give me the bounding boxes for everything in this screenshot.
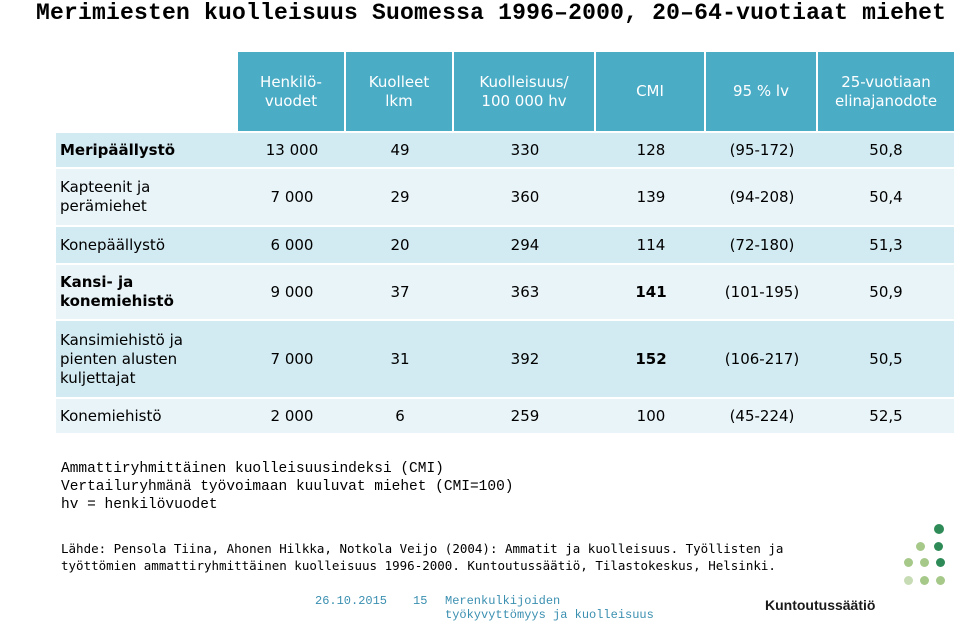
cell-kuolleet: 31 bbox=[346, 319, 454, 397]
logo-dots-icon bbox=[898, 520, 958, 600]
cell-cmi: 141 bbox=[596, 263, 706, 319]
cell-elinajanodote: 50,5 bbox=[818, 319, 954, 397]
cell-cmi: 128 bbox=[596, 131, 706, 167]
cell-cmi: 152 bbox=[596, 319, 706, 397]
header-kuolleisuus: Kuolleisuus/ 100 000 hv bbox=[454, 52, 596, 131]
table-row: Konemiehistö 2 000 6 259 100 (45-224) 52… bbox=[56, 397, 954, 433]
cell-kuolleet: 6 bbox=[346, 397, 454, 433]
cell-luottamusvali: (101-195) bbox=[706, 263, 818, 319]
cell-kuolleet: 20 bbox=[346, 225, 454, 263]
notes-block: Ammattiryhmittäinen kuolleisuusindeksi (… bbox=[61, 460, 513, 514]
header-luottamusvali: 95 % lv bbox=[706, 52, 818, 131]
note-line: Vertailuryhmänä työvoimaan kuuluvat mieh… bbox=[61, 479, 514, 495]
cell-kuolleisuus: 259 bbox=[454, 397, 596, 433]
row-label: Konemiehistö bbox=[56, 397, 238, 433]
cell-kuolleisuus: 294 bbox=[454, 225, 596, 263]
mortality-table: Henkilö- vuodet Kuolleet lkm Kuolleisuus… bbox=[56, 52, 954, 433]
cell-luottamusvali: (95-172) bbox=[706, 131, 818, 167]
cell-elinajanodote: 50,4 bbox=[818, 167, 954, 225]
footer-page-number: 15 bbox=[413, 594, 428, 608]
note-line: Ammattiryhmittäinen kuolleisuusindeksi (… bbox=[61, 461, 444, 477]
cell-luottamusvali: (94-208) bbox=[706, 167, 818, 225]
footer-title-line2: työkyvyttömyys ja kuolleisuus bbox=[445, 608, 654, 622]
cell-kuolleisuus: 392 bbox=[454, 319, 596, 397]
cell-henkilovuodet: 9 000 bbox=[238, 263, 346, 319]
table-row: Kansi- ja konemiehistö 9 000 37 363 141 … bbox=[56, 263, 954, 319]
header-blank-cell bbox=[56, 52, 238, 131]
table-row: Konepäällystö 6 000 20 294 114 (72-180) … bbox=[56, 225, 954, 263]
header-elinajanodote: 25-vuotiaan elinajanodote bbox=[818, 52, 954, 131]
cell-cmi: 114 bbox=[596, 225, 706, 263]
cell-henkilovuodet: 6 000 bbox=[238, 225, 346, 263]
row-label: Kapteenit ja perämiehet bbox=[56, 167, 238, 225]
row-label: Kansi- ja konemiehistö bbox=[56, 263, 238, 319]
footer-title-line1: Merenkulkijoiden bbox=[445, 594, 561, 608]
row-label: Kansimiehistö ja pienten alusten kuljett… bbox=[56, 319, 238, 397]
cell-henkilovuodet: 7 000 bbox=[238, 167, 346, 225]
cell-elinajanodote: 50,8 bbox=[818, 131, 954, 167]
cell-cmi: 139 bbox=[596, 167, 706, 225]
cell-kuolleet: 49 bbox=[346, 131, 454, 167]
cell-kuolleisuus: 363 bbox=[454, 263, 596, 319]
cell-henkilovuodet: 2 000 bbox=[238, 397, 346, 433]
cell-henkilovuodet: 13 000 bbox=[238, 131, 346, 167]
note-line: hv = henkilövuodet bbox=[61, 497, 218, 513]
cell-elinajanodote: 52,5 bbox=[818, 397, 954, 433]
header-cmi: CMI bbox=[596, 52, 706, 131]
row-label: Konepäällystö bbox=[56, 225, 238, 263]
header-kuolleet: Kuolleet lkm bbox=[346, 52, 454, 131]
cell-elinajanodote: 50,9 bbox=[818, 263, 954, 319]
cell-luottamusvali: (45-224) bbox=[706, 397, 818, 433]
row-label: Meripäällystö bbox=[56, 131, 238, 167]
cell-luottamusvali: (106-217) bbox=[706, 319, 818, 397]
table-header-row: Henkilö- vuodet Kuolleet lkm Kuolleisuus… bbox=[56, 52, 954, 131]
source-citation: Lähde: Pensola Tiina, Ahonen Hilkka, Not… bbox=[61, 541, 784, 573]
cell-cmi: 100 bbox=[596, 397, 706, 433]
cell-luottamusvali: (72-180) bbox=[706, 225, 818, 263]
table-row: Kapteenit ja perämiehet 7 000 29 360 139… bbox=[56, 167, 954, 225]
footer-presentation-title: Merenkulkijoiden työkyvyttömyys ja kuoll… bbox=[445, 594, 654, 622]
cell-kuolleisuus: 360 bbox=[454, 167, 596, 225]
slide-title: Merimiesten kuolleisuus Suomessa 1996–20… bbox=[36, 0, 947, 26]
table-row: Meripäällystö 13 000 49 330 128 (95-172)… bbox=[56, 131, 954, 167]
brand-name: Kuntoutussäätiö bbox=[765, 597, 876, 613]
cell-henkilovuodet: 7 000 bbox=[238, 319, 346, 397]
footer-date: 26.10.2015 bbox=[315, 594, 388, 608]
cell-kuolleet: 37 bbox=[346, 263, 454, 319]
cell-kuolleisuus: 330 bbox=[454, 131, 596, 167]
cell-elinajanodote: 51,3 bbox=[818, 225, 954, 263]
cell-kuolleet: 29 bbox=[346, 167, 454, 225]
header-henkilovuodet: Henkilö- vuodet bbox=[238, 52, 346, 131]
table-row: Kansimiehistö ja pienten alusten kuljett… bbox=[56, 319, 954, 397]
